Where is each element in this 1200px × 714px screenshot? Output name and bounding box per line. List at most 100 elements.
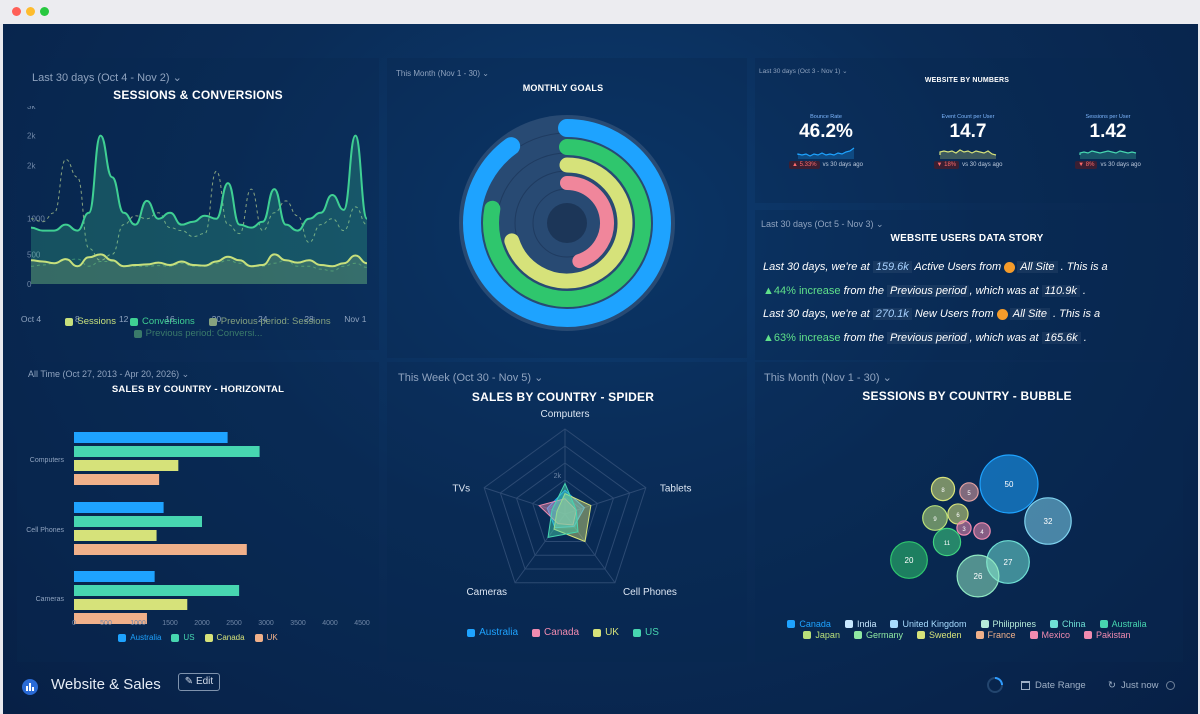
close-window-button[interactable] bbox=[12, 7, 21, 16]
bubble-value-label: 27 bbox=[1004, 558, 1013, 567]
bar-uk-cameras bbox=[74, 613, 147, 624]
legend-swatch bbox=[980, 620, 989, 628]
legend-swatch bbox=[853, 631, 862, 639]
legend-us[interactable]: US bbox=[171, 633, 195, 642]
y-tick-label: 2k bbox=[27, 132, 36, 141]
x-tick-label: Nov 1 bbox=[344, 314, 366, 324]
legend-japan[interactable]: Japan bbox=[803, 630, 840, 640]
legend-label: Germany bbox=[865, 630, 903, 640]
x-tick-label: 4500 bbox=[354, 620, 370, 627]
legend-australia[interactable]: Australia bbox=[118, 633, 161, 642]
calendar-icon bbox=[1021, 681, 1030, 690]
sparkline-line bbox=[797, 147, 855, 157]
legend-australia[interactable]: Australia bbox=[1099, 619, 1147, 629]
horizontal-date-range[interactable]: All Time (Oct 27, 2013 - Apr 20, 2026) ⌄ bbox=[28, 369, 190, 379]
refresh-icon: ↻ bbox=[1108, 680, 1116, 691]
series-line-previous-period-sessions bbox=[30, 158, 367, 261]
legend-canada[interactable]: Canada bbox=[204, 633, 245, 642]
legend-swatch bbox=[1050, 620, 1059, 628]
site-favicon-icon bbox=[1004, 261, 1016, 273]
legend-canada[interactable]: Canada bbox=[787, 619, 831, 629]
legend-china[interactable]: China bbox=[1050, 619, 1086, 629]
legend-united-kingdom[interactable]: United Kingdom bbox=[890, 619, 967, 629]
refresh-status[interactable]: ↻ Just now bbox=[1108, 680, 1176, 691]
maximize-window-button[interactable] bbox=[40, 7, 49, 16]
category-label: Cameras bbox=[36, 596, 65, 603]
legend-india[interactable]: India bbox=[844, 619, 876, 629]
legend-label: Japan bbox=[815, 630, 840, 640]
bubble-value-label: 3 bbox=[962, 527, 966, 533]
goal-arc-3 bbox=[504, 157, 633, 289]
spider-category-label: Cell Phones bbox=[623, 587, 677, 598]
spider-date-range[interactable]: This Week (Oct 30 - Nov 5) ⌄ bbox=[398, 372, 544, 384]
legend-label: France bbox=[987, 630, 1016, 640]
legend-canada[interactable]: Canada bbox=[532, 627, 579, 638]
goal-arc-1 bbox=[463, 119, 671, 327]
legend-label: China bbox=[1062, 619, 1086, 629]
y-tick-label: 2k bbox=[27, 161, 36, 170]
bubble-point: 32 bbox=[1024, 497, 1072, 545]
y-tick-label: 500 bbox=[27, 250, 41, 259]
story-date-range[interactable]: Last 30 days (Oct 5 - Nov 3) ⌄ bbox=[761, 219, 884, 229]
event-count-sparkline bbox=[939, 149, 997, 159]
sessions-date-range[interactable]: Last 30 days (Oct 4 - Nov 2) ⌄ bbox=[32, 72, 182, 84]
bar-us-cell-phones bbox=[74, 516, 202, 527]
bar-canada-computers bbox=[74, 460, 179, 471]
y-tick-label: 1000 bbox=[27, 215, 45, 224]
bubble-circle bbox=[890, 541, 928, 579]
bubble-value-label: 9 bbox=[933, 517, 937, 523]
data-story-text: Last 30 days, we're at 159.6k Active Use… bbox=[763, 261, 1108, 344]
legend-us[interactable]: US bbox=[632, 627, 659, 638]
bubble-point: 9 bbox=[922, 505, 948, 531]
category-label: Computers bbox=[30, 457, 65, 464]
dashboard-footer: Website & Sales Date Range ↻ Just now bbox=[3, 669, 1198, 714]
story-title: WEBSITE USERS DATA STORY bbox=[890, 233, 1044, 244]
kpi-sessions-per-user: Sessions per User 1.42 ▼ 8% vs 30 days ag… bbox=[1053, 114, 1163, 169]
window-titlebar bbox=[0, 0, 1200, 24]
monthly-goals-radial-chart bbox=[459, 115, 675, 331]
bar-us-cameras bbox=[74, 585, 240, 596]
minimize-window-button[interactable] bbox=[26, 7, 35, 16]
legend-sessions[interactable]: Sessions bbox=[65, 316, 116, 327]
legend-mexico[interactable]: Mexico bbox=[1029, 630, 1070, 640]
date-range-control[interactable]: Date Range bbox=[1021, 680, 1086, 691]
legend-uk[interactable]: UK bbox=[254, 633, 278, 642]
bar-australia-cameras bbox=[74, 571, 155, 582]
bubble-legend-row-1: Canada India United Kingdom Philippines Chin… bbox=[755, 619, 1179, 629]
bubble-point: 8 bbox=[930, 476, 956, 502]
goals-date-range[interactable]: This Month (Nov 1 - 30) ⌄ bbox=[396, 69, 489, 78]
spider-grid-ring bbox=[548, 496, 582, 529]
website-numbers-widget bbox=[755, 58, 1183, 203]
kpi-bounce-rate: Bounce Rate 46.2% ▲ 5.33% vs 30 days ago bbox=[771, 114, 881, 169]
legend-philippines[interactable]: Philippines bbox=[980, 619, 1036, 629]
spider-axis bbox=[564, 487, 646, 515]
goals-title: MONTHLY GOALS bbox=[522, 83, 604, 93]
bubble-circle bbox=[979, 454, 1039, 514]
x-tick-label: 4000 bbox=[322, 620, 338, 627]
legend-australia[interactable]: Australia bbox=[467, 627, 518, 638]
bubble-circle bbox=[956, 554, 1000, 598]
legend-swatch bbox=[787, 620, 796, 628]
edit-button[interactable]: ✎ Edit bbox=[178, 673, 220, 691]
legend-uk[interactable]: UK bbox=[593, 627, 619, 638]
legend-germany[interactable]: Germany bbox=[853, 630, 903, 640]
legend-pakistan[interactable]: Pakistan bbox=[1084, 630, 1131, 640]
legend-swatch bbox=[975, 631, 984, 639]
sales-spider-chart: 2k Computers Tablets Cell Phones Cameras TVs bbox=[452, 409, 691, 598]
bubble-value-label: 50 bbox=[1005, 480, 1014, 489]
legend-france[interactable]: France bbox=[975, 630, 1016, 640]
bubble-date-range[interactable]: This Month (Nov 1 - 30) ⌄ bbox=[764, 372, 892, 384]
legend-prev-conversions[interactable]: Previous period: Conversi... bbox=[133, 328, 262, 339]
spider-grid-ring bbox=[515, 462, 615, 556]
numbers-date-range[interactable]: Last 30 days (Oct 3 - Nov 1) ⌄ bbox=[759, 68, 848, 75]
data-story-widget bbox=[755, 210, 1183, 360]
legend-prev-sessions[interactable]: Previous period: Sessions bbox=[208, 316, 331, 327]
info-icon[interactable] bbox=[1166, 681, 1176, 690]
legend-sweden[interactable]: Sweden bbox=[916, 630, 962, 640]
sparkline-line bbox=[1079, 150, 1137, 155]
bubble-point: 3 bbox=[956, 520, 972, 536]
sales-spider-widget bbox=[387, 362, 747, 662]
bubble-legend-row-2: Japan Germany Sweden France Mexico Pakistan bbox=[755, 630, 1179, 640]
legend-conversions[interactable]: Conversions bbox=[129, 316, 195, 327]
bar-australia-cell-phones bbox=[74, 502, 164, 513]
